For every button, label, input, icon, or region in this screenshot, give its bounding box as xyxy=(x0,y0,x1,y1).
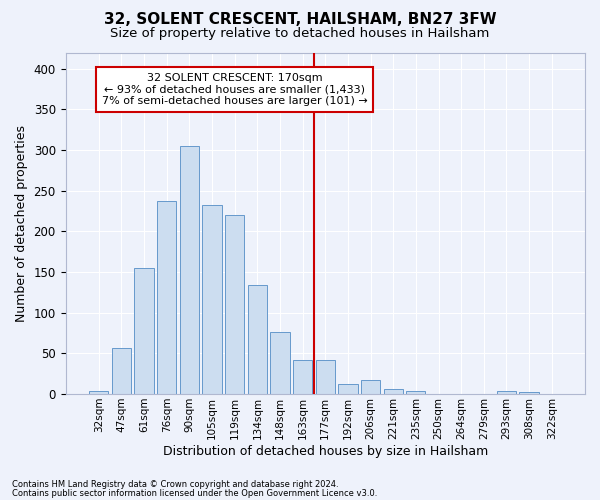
Y-axis label: Number of detached properties: Number of detached properties xyxy=(15,125,28,322)
Bar xyxy=(361,380,380,394)
Text: 32 SOLENT CRESCENT: 170sqm
← 93% of detached houses are smaller (1,433)
7% of se: 32 SOLENT CRESCENT: 170sqm ← 93% of deta… xyxy=(102,73,368,106)
Bar xyxy=(406,391,425,394)
Text: Contains public sector information licensed under the Open Government Licence v3: Contains public sector information licen… xyxy=(12,488,377,498)
Bar xyxy=(248,285,267,394)
Bar xyxy=(520,392,539,394)
Bar xyxy=(202,206,221,394)
Bar xyxy=(225,215,244,394)
X-axis label: Distribution of detached houses by size in Hailsham: Distribution of detached houses by size … xyxy=(163,444,488,458)
Text: Size of property relative to detached houses in Hailsham: Size of property relative to detached ho… xyxy=(110,28,490,40)
Bar xyxy=(497,391,516,394)
Text: Contains HM Land Registry data © Crown copyright and database right 2024.: Contains HM Land Registry data © Crown c… xyxy=(12,480,338,489)
Bar xyxy=(180,146,199,394)
Bar xyxy=(338,384,358,394)
Bar xyxy=(112,348,131,394)
Bar xyxy=(89,391,109,394)
Bar xyxy=(157,202,176,394)
Bar xyxy=(316,360,335,394)
Bar xyxy=(383,389,403,394)
Bar xyxy=(293,360,312,394)
Bar xyxy=(134,268,154,394)
Text: 32, SOLENT CRESCENT, HAILSHAM, BN27 3FW: 32, SOLENT CRESCENT, HAILSHAM, BN27 3FW xyxy=(104,12,496,28)
Bar xyxy=(271,332,290,394)
